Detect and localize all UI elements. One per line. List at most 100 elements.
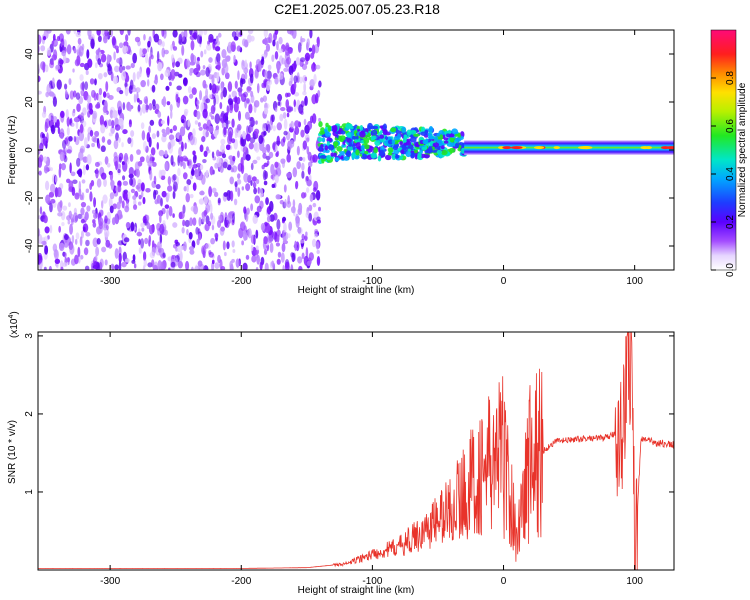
heatmap-noise-cell [306,137,310,142]
heatmap-noise-cell [138,194,142,200]
heatmap-noise-cell [187,119,191,128]
heatmap-noise-cell [142,251,147,262]
heatmap-noise-cell [197,122,201,127]
heatmap-noise-cell [105,81,109,92]
heatmap-noise-cell [183,77,188,86]
heatmap-noise-cell [263,180,268,186]
heatmap-noise-cell [230,190,234,202]
heatmap-noise-cell [191,266,194,270]
heatmap-noise-cell [271,183,276,189]
heatmap-noise-cell [248,142,254,150]
heatmap-noise-cell [228,106,233,114]
heatmap-noise-cell [250,234,256,244]
heatmap-noise-cell [222,87,228,98]
heatmap-noise-cell [51,54,58,61]
heatmap-noise-cell [237,173,241,179]
colorbar-ticks: 0.0 0.2 0.4 0.6 0.8 [711,71,736,277]
heatmap-band-cell [355,149,360,156]
heatmap-noise-cell [223,126,227,136]
spectrogram-x-ticks: -300 -200 -100 0 100 [100,30,643,287]
heatmap-noise-cell [44,226,50,234]
heatmap-noise-cell [104,30,109,37]
heatmap-noise-cell [289,123,292,128]
heatmap-noise-cell [220,81,224,92]
colorbar-tick-label: 0.2 [725,215,736,229]
heatmap-band-cell [454,133,461,137]
heatmap-noise-cell [249,73,254,84]
heatmap-noise-cell [50,198,56,204]
heatmap-noise-cell [98,221,103,230]
heatmap-noise-cell [283,130,288,136]
heatmap-noise-cell [219,117,225,122]
heatmap-noise-cell [305,176,309,182]
heatmap-noise-cell [222,161,228,169]
heatmap-noise-cell [294,120,300,128]
heatmap-noise-cell [279,199,284,205]
heatmap-noise-cell [190,169,195,177]
heatmap-noise-cell [212,43,216,51]
heatmap-band-cell [364,150,369,155]
heatmap-noise-cell [262,95,268,102]
spectrogram-heatmap [38,30,674,270]
heatmap-noise-cell [167,192,170,200]
heatmap-noise-cell [177,260,183,269]
heatmap-noise-cell [165,126,171,135]
heatmap-noise-cell [272,39,276,47]
heatmap-noise-cell [132,204,138,210]
heatmap-noise-cell [225,112,229,117]
heatmap-band-cell [340,155,344,159]
heatmap-band-cell [414,149,418,154]
heatmap-noise-cell [208,125,214,133]
heatmap-band-cell [356,125,360,130]
heatmap-noise-cell [146,67,151,76]
snr-series-line [38,332,674,570]
heatmap-band-cell [439,134,444,141]
heatmap-noise-cell [75,92,81,100]
heatmap-noise-cell [148,125,152,134]
heatmap-noise-cell [252,159,258,165]
heatmap-noise-cell [75,120,79,130]
heatmap-noise-cell [186,159,190,167]
heatmap-noise-cell [244,59,248,68]
heatmap-noise-cell [157,61,163,72]
chart-title: C2E1.2025.007.05.23.R18 [274,1,440,17]
heatmap-noise-cell [110,263,115,269]
heatmap-noise-cell [125,65,131,70]
heatmap-noise-cell [60,266,64,270]
colorbar-label: Normalized spectral amplitude [737,82,748,217]
heatmap-noise-cell [73,117,79,123]
heatmap-noise-cell [153,33,160,43]
heatmap-noise-cell [168,81,172,87]
heatmap-noise-cell [153,189,157,200]
heatmap-noise-cell [94,78,97,86]
heatmap-noise-cell [114,45,119,50]
heatmap-noise-cell [304,76,308,82]
heatmap-noise-cell [302,140,307,150]
heatmap-noise-cell [83,137,88,148]
heatmap-band-cell [372,125,379,130]
heatmap-noise-cell [102,223,108,231]
heatmap-noise-cell [160,169,166,176]
heatmap-noise-cell [271,260,275,267]
heatmap-noise-cell [245,183,251,192]
heatmap-noise-cell [289,139,295,148]
heatmap-noise-cell [73,30,77,35]
snr-y-multiplier: (x104) [8,311,20,338]
heatmap-noise-cell [39,206,43,215]
heatmap-noise-cell [300,192,306,199]
heatmap-noise-cell [118,117,124,126]
heatmap-noise-cell [114,124,121,131]
heatmap-noise-cell [266,215,271,223]
heatmap-noise-cell [136,231,143,237]
heatmap-noise-cell [164,150,168,158]
heatmap-noise-cell [302,157,306,162]
heatmap-noise-cell [284,45,291,57]
heatmap-noise-cell [201,245,207,256]
heatmap-noise-cell [91,90,94,95]
heatmap-noise-cell [196,64,201,72]
heatmap-noise-cell [259,261,263,270]
heatmap-noise-cell [232,213,235,223]
heatmap-band-cell [407,148,411,152]
heatmap-band-cell [417,152,422,159]
heatmap-noise-cell [127,191,131,200]
